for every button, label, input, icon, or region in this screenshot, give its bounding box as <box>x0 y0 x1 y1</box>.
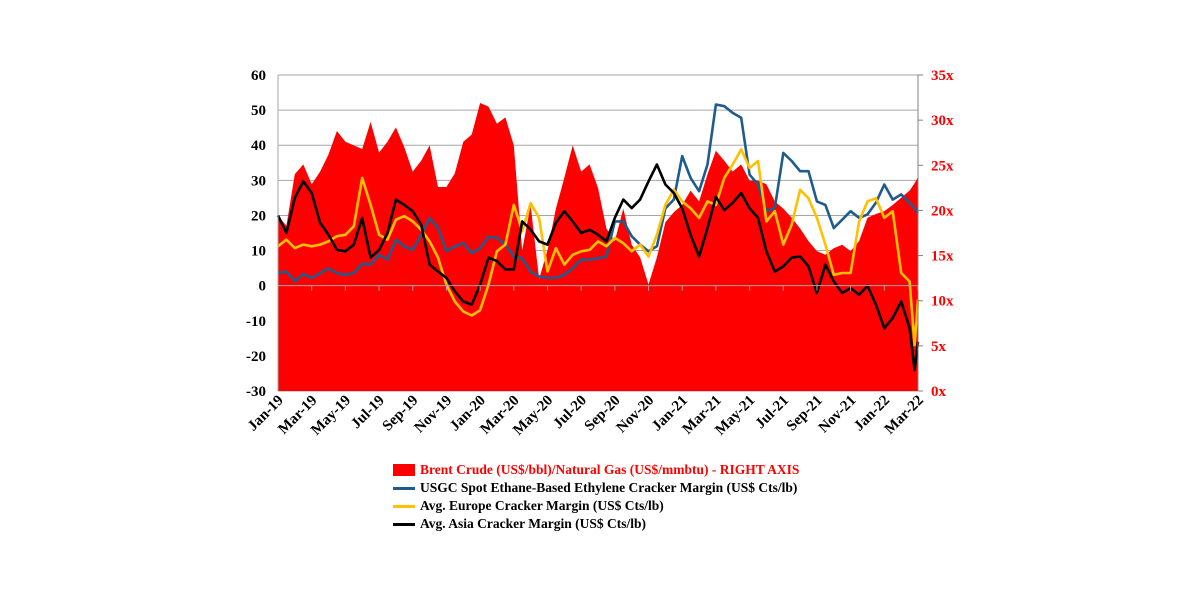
legend-label: Avg. Asia Cracker Margin (US$ Cts/lb) <box>420 516 646 531</box>
y2-tick-label: 20x <box>931 203 954 219</box>
legend-item-europe: Avg. Europe Cracker Margin (US$ Cts/lb) <box>393 497 799 515</box>
y2-tick-label: 25x <box>931 158 954 174</box>
y-tick-label: 40 <box>251 138 266 154</box>
legend-swatch-black-line <box>393 522 415 526</box>
y-tick-label: 20 <box>251 208 266 224</box>
y-tick-label: 60 <box>251 68 266 84</box>
y2-tick-label: 30x <box>931 113 954 129</box>
x-tick-label: Nov-21 <box>816 393 860 437</box>
y-tick-label: 10 <box>251 244 266 260</box>
x-tick-label: Nov-19 <box>412 393 456 437</box>
legend-item-usgc: USGC Spot Ethane-Based Ethylene Cracker … <box>393 479 799 497</box>
y-tick-label: 50 <box>251 103 266 119</box>
legend-label: Avg. Europe Cracker Margin (US$ Cts/lb) <box>420 498 664 513</box>
margin-lines <box>276 103 920 372</box>
legend-label: USGC Spot Ethane-Based Ethylene Cracker … <box>420 480 798 495</box>
x-tick-label: Nov-20 <box>614 393 658 437</box>
legend-swatch-red-area <box>393 464 415 476</box>
y2-tick-label: 5x <box>931 339 947 355</box>
legend-item-asia: Avg. Asia Cracker Margin (US$ Cts/lb) <box>393 515 799 533</box>
asia-margin-line <box>276 163 920 372</box>
legend-item-brent-gas: Brent Crude (US$/bbl)/Natural Gas (US$/m… <box>393 461 799 479</box>
y2-tick-label: 0x <box>931 384 947 400</box>
y-tick-label: 0 <box>259 279 267 295</box>
y-tick-label: 30 <box>251 173 266 189</box>
brent-gas-area <box>278 103 918 391</box>
legend-label: Brent Crude (US$/bbl)/Natural Gas (US$/m… <box>420 462 800 477</box>
y-tick-label: -30 <box>246 384 266 400</box>
legend: Brent Crude (US$/bbl)/Natural Gas (US$/m… <box>393 461 799 533</box>
y2-tick-label: 15x <box>931 249 954 265</box>
brent-gas-ratio-area <box>278 103 918 391</box>
legend-swatch-yellow-line <box>393 504 415 508</box>
usgc-margin-line <box>277 103 920 283</box>
legend-swatch-blue-line <box>393 486 415 490</box>
y2-tick-label: 10x <box>931 294 954 310</box>
europe-margin-line <box>277 148 920 347</box>
y-tick-label: -20 <box>246 349 266 365</box>
y2-tick-label: 35x <box>931 68 954 84</box>
y-tick-label: -10 <box>246 314 266 330</box>
